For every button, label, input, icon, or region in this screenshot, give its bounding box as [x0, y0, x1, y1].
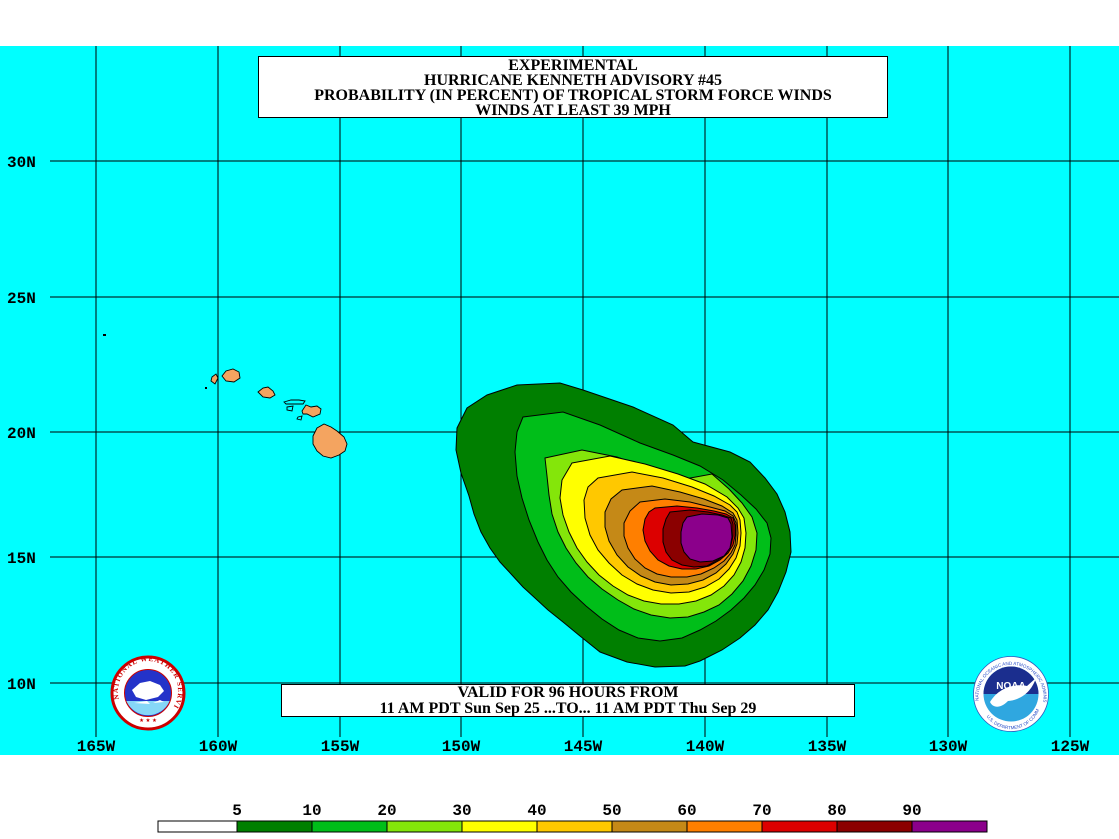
- lat-label: 30N: [7, 154, 36, 172]
- legend-segment-50: [611, 820, 688, 833]
- lon-label: 150W: [442, 738, 481, 756]
- legend-segment-30: [461, 820, 538, 833]
- lat-label: 25N: [7, 290, 36, 308]
- island-kahoolawe: [296, 415, 303, 421]
- island-necker: [103, 334, 106, 336]
- legend-labels: 5 10 20 30 40 50 60 70 80 90: [232, 802, 921, 820]
- lon-label: 155W: [321, 738, 360, 756]
- island-kauai: [221, 368, 241, 383]
- nws-seal-map-shape: [132, 681, 164, 700]
- island-hawaii: [312, 423, 348, 459]
- island-molokai: [283, 399, 306, 405]
- lon-label: 165W: [77, 738, 116, 756]
- valid-period-box: VALID FOR 96 HOURS FROM 11 AM PDT Sun Se…: [281, 684, 855, 717]
- legend-segment-0: [157, 820, 238, 833]
- lon-label: 125W: [1051, 738, 1090, 756]
- lat-label: 20N: [7, 425, 36, 443]
- title-line-winds: WINDS AT LEAST 39 MPH: [475, 102, 671, 119]
- title-line-advisory: HURRICANE KENNETH ADVISORY #45: [424, 72, 722, 89]
- legend-label: 80: [827, 802, 846, 820]
- lat-label: 15N: [7, 550, 36, 568]
- lat-label: 10N: [7, 676, 36, 694]
- lon-label: 130W: [929, 738, 968, 756]
- probability-legend: 5 10 20 30 40 50 60 70 80 90: [157, 802, 988, 833]
- legend-label: 20: [377, 802, 396, 820]
- legend-segments: [157, 820, 988, 833]
- contour-90pct: [680, 513, 733, 563]
- title-box: EXPERIMENTAL HURRICANE KENNETH ADVISORY …: [258, 56, 888, 119]
- nws-seal-wave: [134, 701, 150, 704]
- legend-segment-20: [386, 820, 463, 833]
- hawaiian-islands: [103, 334, 348, 459]
- legend-segment-5: [236, 820, 313, 833]
- island-maui: [301, 404, 322, 418]
- legend-label: 5: [232, 802, 242, 820]
- valid-line-range: 11 AM PDT Sun Sep 25 ...TO... 11 AM PDT …: [379, 699, 757, 717]
- legend-segment-40: [536, 820, 613, 833]
- legend-segment-10: [311, 820, 388, 833]
- latitude-labels: 30N 25N 20N 15N 10N: [7, 154, 36, 694]
- island-lanai: [286, 405, 294, 412]
- legend-label: 30: [452, 802, 471, 820]
- legend-segment-80: [836, 820, 913, 833]
- lon-label: 140W: [686, 738, 725, 756]
- nws-stars: ★ ★ ★: [139, 717, 157, 724]
- island-oahu: [257, 386, 276, 399]
- legend-label: 90: [902, 802, 921, 820]
- nws-seal-sea: [126, 701, 170, 716]
- island-niihau: [210, 373, 219, 385]
- longitude-labels: 165W 160W 155W 150W 145W 140W 135W 130W …: [77, 738, 1090, 756]
- title-line-experimental: EXPERIMENTAL: [508, 57, 638, 74]
- islet-dot: [205, 387, 207, 389]
- legend-segment-60: [686, 820, 763, 833]
- legend-segment-70: [761, 820, 838, 833]
- valid-line-header: VALID FOR 96 HOURS FROM: [457, 684, 679, 701]
- legend-label: 60: [677, 802, 696, 820]
- noaa-seagull-icon: [990, 678, 1036, 707]
- lon-label: 135W: [808, 738, 847, 756]
- legend-label: 70: [752, 802, 771, 820]
- legend-label: 10: [302, 802, 321, 820]
- lon-label: 160W: [199, 738, 238, 756]
- legend-segment-90: [911, 820, 988, 833]
- legend-label: 50: [602, 802, 621, 820]
- lon-label: 145W: [564, 738, 603, 756]
- nws-seal-wave: [153, 700, 164, 703]
- noaa-wordmark: NOAA: [996, 681, 1025, 692]
- legend-label: 40: [527, 802, 546, 820]
- probability-contours: [455, 382, 792, 668]
- title-line-probability: PROBABILITY (IN PERCENT) OF TROPICAL STO…: [314, 87, 832, 104]
